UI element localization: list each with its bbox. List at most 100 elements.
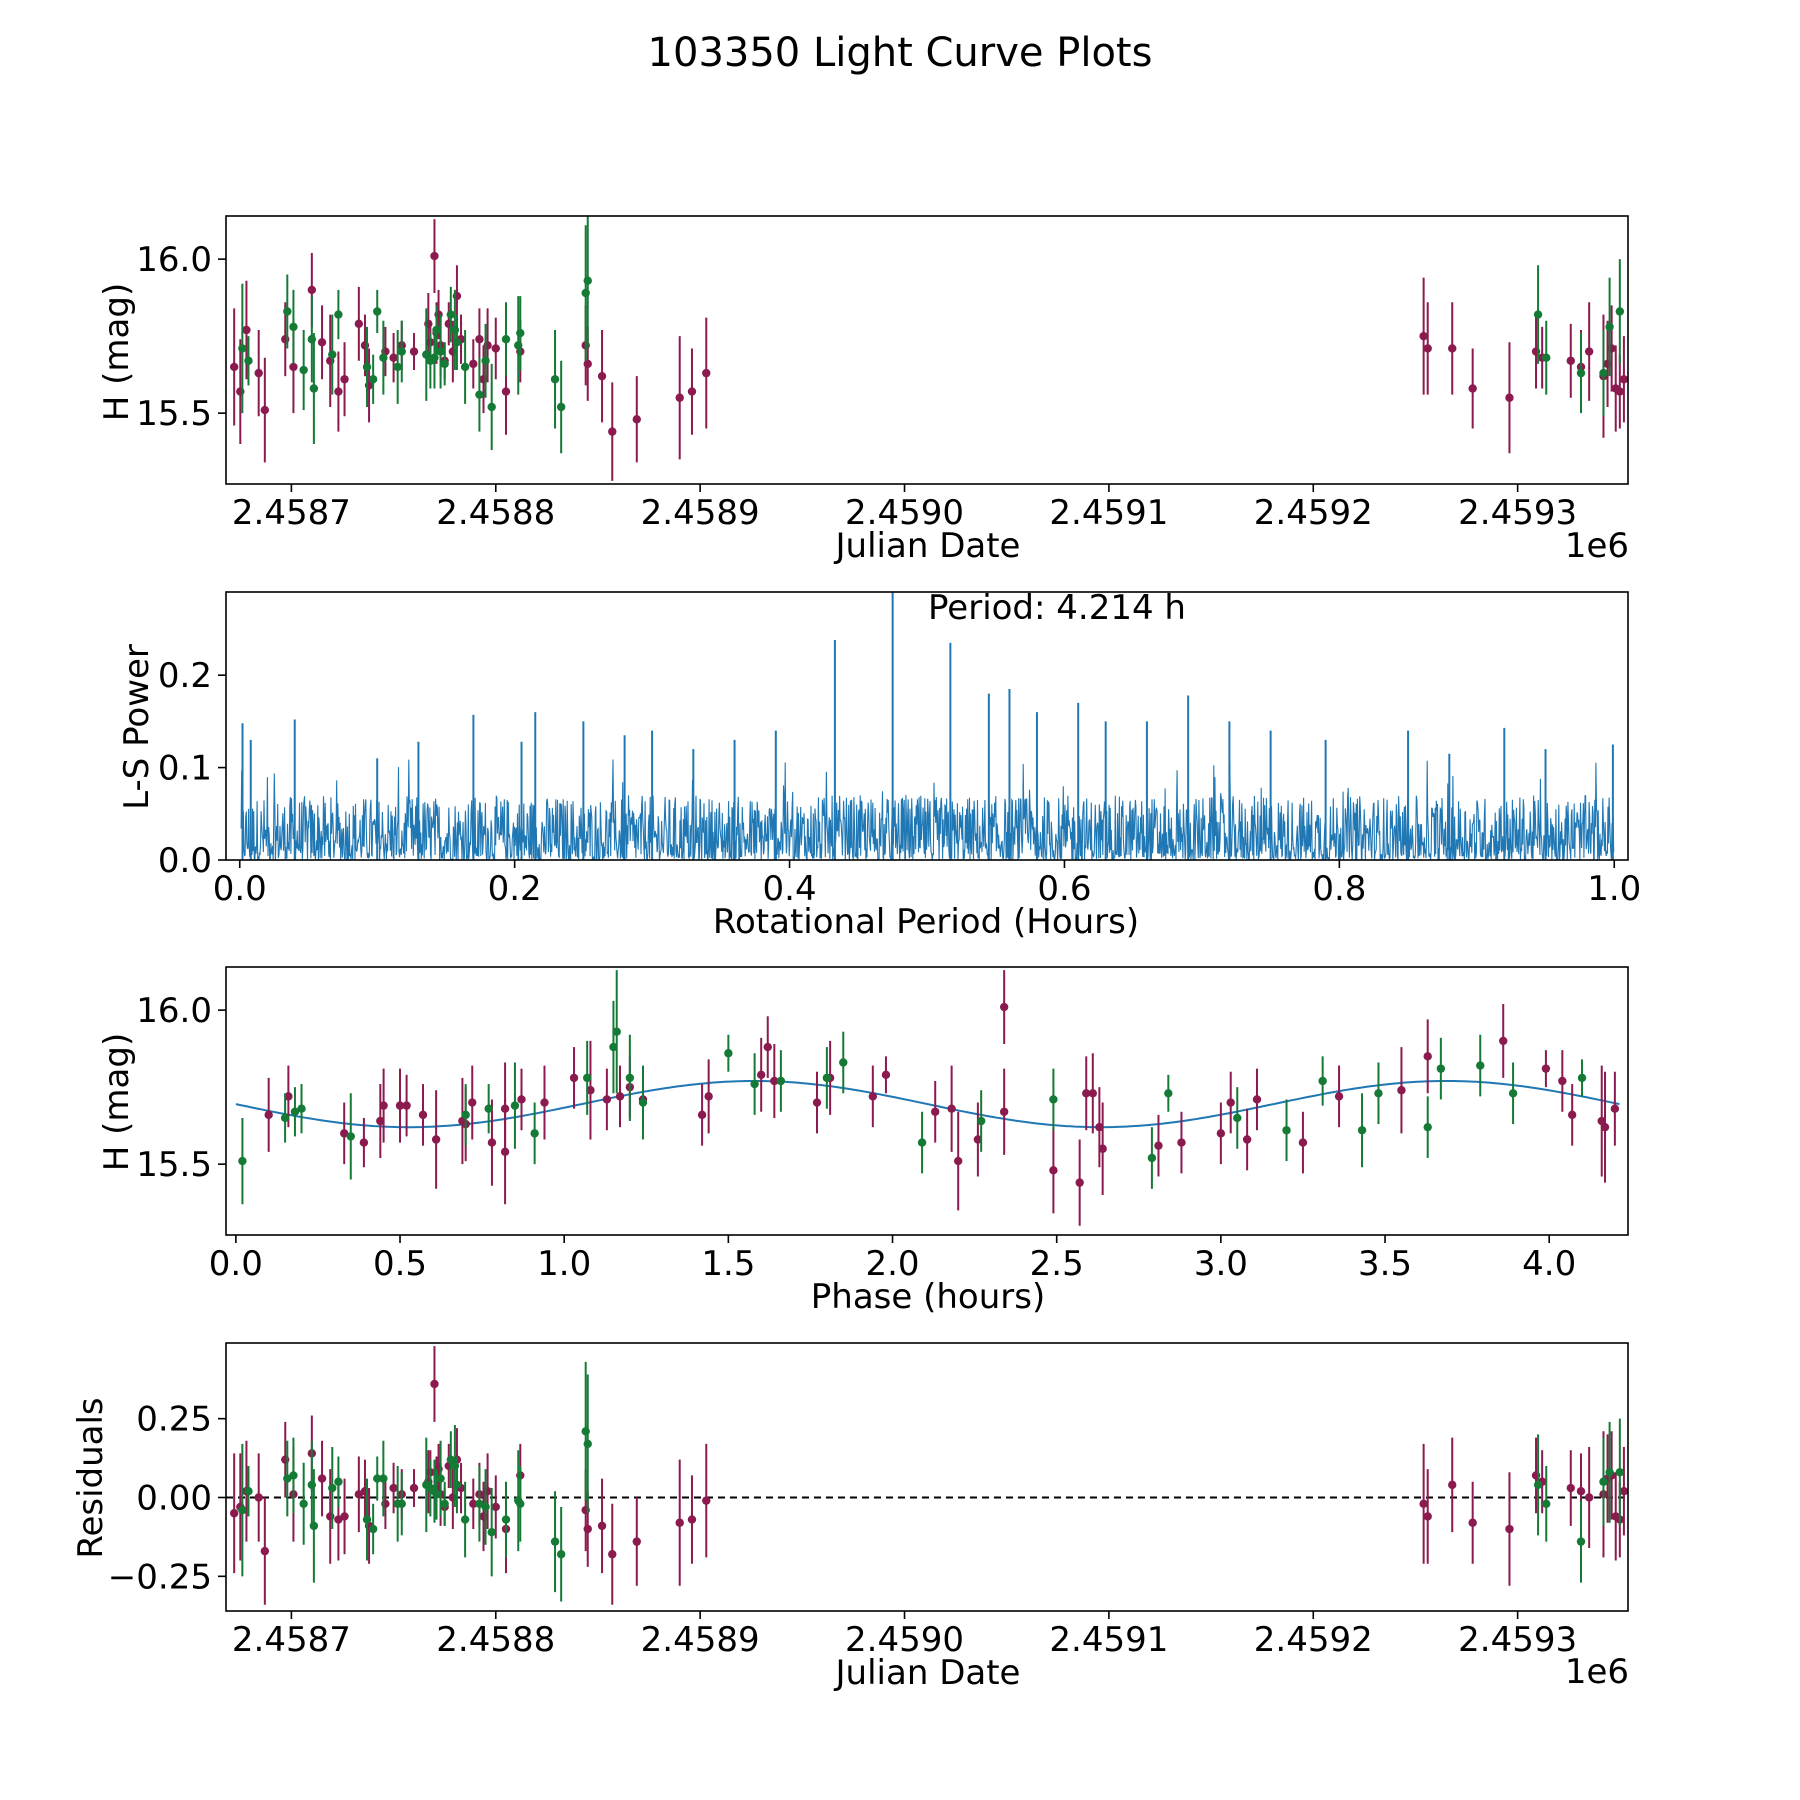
maroon-data-point [1334,1092,1344,1101]
periodogram-plot-area [240,592,1615,860]
green-data-point [436,347,445,356]
residuals-plot-area [226,1346,1650,1605]
maroon-data-point [583,1524,592,1534]
maroon-data-point [1468,384,1477,393]
periodogram-panel: Rotational Period (Hours) L-S Power Peri… [117,588,1641,942]
green-data-point [625,1073,635,1083]
x-tick-label: 2.4590 [845,493,964,533]
x-tick-label: 2.4591 [1049,1620,1168,1660]
maroon-data-point [469,359,478,369]
phase-folded-ylabel: H (mag) [97,1033,137,1171]
green-data-point [328,350,337,359]
maroon-data-point [1177,1138,1186,1147]
x-tick-label: 0.2 [488,869,542,909]
green-data-point [362,362,372,372]
green-data-point [446,1455,456,1464]
maroon-data-point [1541,1064,1551,1073]
x-tick-label: 2.4592 [1254,1620,1373,1660]
green-data-point [436,1474,445,1483]
green-data-point [460,362,470,372]
x-tick-label: 2.5 [1030,1244,1084,1284]
maroon-data-point [812,1098,822,1107]
residuals-frame [225,1342,1629,1612]
y-tick-label: 15.5 [136,394,212,434]
green-data-point [1542,353,1551,362]
maroon-data-point [431,1135,441,1144]
maroon-data-point [1448,1480,1457,1490]
x-tick-label: 2.4587 [232,493,351,533]
x-tick-label: 0.0 [213,869,267,909]
green-data-point [1533,1480,1543,1490]
green-data-point [1577,1073,1587,1083]
x-tick-label: 2.4588 [436,1620,555,1660]
green-data-point [583,1439,592,1449]
x-tick-label: 0.8 [1312,869,1366,909]
maroon-data-point [1423,1512,1432,1521]
green-data-point [446,310,456,319]
green-data-point [556,1550,566,1559]
maroon-data-point [1423,1052,1432,1061]
maroon-data-point [597,371,607,381]
x-tick-label: 2.4587 [232,1620,351,1660]
maroon-data-point [1499,1036,1508,1046]
green-data-point [501,1515,511,1524]
green-data-point [1282,1126,1291,1135]
green-data-point [1615,1468,1625,1477]
green-data-point [368,375,378,384]
maroon-data-point [586,1086,595,1095]
maroon-data-point [487,1138,497,1147]
x-tick-label: 0.0 [209,1244,263,1284]
green-data-point [839,1058,848,1067]
maroon-data-point [468,1098,477,1107]
green-data-point [750,1079,759,1089]
green-data-point [550,1537,560,1546]
x-tick-label: 2.4592 [1254,493,1373,533]
green-data-point [238,344,247,353]
maroon-data-point [409,347,419,356]
green-data-point [1533,310,1543,319]
maroon-data-point [1632,1541,1640,1549]
green-data-point [283,307,292,316]
maroon-data-point [756,1070,766,1080]
green-data-point [1605,1468,1614,1477]
green-data-point [452,338,462,347]
power-curve [240,759,1615,860]
maroon-data-point [1075,1178,1084,1187]
maroon-data-point [517,1095,526,1104]
maroon-data-point [1615,387,1625,396]
green-data-point [609,1042,618,1052]
periodogram-xlabel: Rotational Period (Hours) [713,902,1139,942]
maroon-data-point [702,368,711,378]
maroon-data-point [1216,1129,1226,1138]
green-data-point [362,1515,372,1524]
maroon-data-point [931,1107,940,1116]
maroon-data-point [418,1110,428,1120]
residuals-ylabel: Residuals [71,1397,111,1558]
maroon-data-point [1154,1141,1163,1150]
green-data-point [238,1156,247,1166]
green-data-point [461,1110,470,1120]
light-curve-ylabel: H (mag) [97,283,137,421]
green-data-point [289,322,298,332]
green-data-point [1599,368,1608,378]
maroon-data-point [602,1095,612,1104]
green-data-point [280,1113,290,1123]
maroon-data-point [501,387,511,396]
maroon-data-point [1610,1104,1620,1113]
maroon-data-point [334,387,343,396]
green-data-point [334,1477,343,1486]
maroon-data-point [1642,1487,1650,1495]
green-data-point [379,1474,388,1483]
green-data-point [556,402,566,412]
maroon-data-point [973,1135,983,1144]
green-data-point [1436,1064,1446,1073]
green-data-point [822,1073,832,1083]
light-curve-panel: Julian Date H (mag) 1e6 2.4587 2.4588 2.45… [97,215,1629,566]
green-data-point [1576,1537,1586,1546]
x-tick-label: 3.5 [1358,1244,1412,1284]
maroon-data-point [430,251,439,261]
maroon-data-point [307,285,317,295]
maroon-data-point [1098,1144,1107,1153]
maroon-data-point [947,1104,956,1113]
maroon-data-point [242,325,251,335]
